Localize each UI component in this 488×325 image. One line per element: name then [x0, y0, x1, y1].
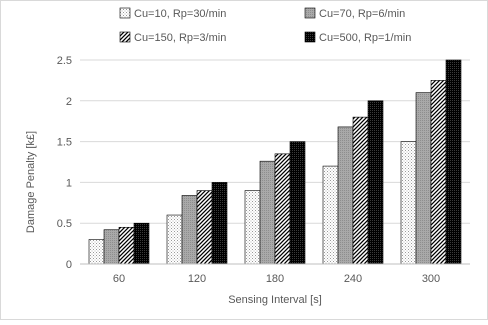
- legend-swatch: [304, 31, 316, 43]
- bar: [211, 182, 228, 265]
- legend-swatch: [119, 7, 131, 19]
- y-tick-label: 1: [66, 177, 72, 189]
- x-tick-label: 180: [266, 273, 284, 285]
- legend-swatch: [119, 31, 131, 43]
- legend-label: Cu=500, Rp=1/min: [319, 32, 411, 44]
- bar: [88, 239, 105, 265]
- x-axis-label: Sensing Interval [s]: [228, 294, 322, 306]
- y-axis-ticks: 0 0.5 1 1.5 2 2.5: [57, 55, 72, 271]
- y-tick-label: 2: [66, 96, 72, 108]
- x-tick-label: 240: [344, 273, 362, 285]
- legend-label: Cu=10, Rp=30/min: [134, 8, 226, 20]
- legend-label: Cu=70, Rp=6/min: [319, 8, 405, 20]
- x-tick-label: 60: [113, 273, 125, 285]
- legend: Cu=10, Rp=30/min Cu=70, Rp=6/min Cu=150, R…: [119, 7, 411, 44]
- bar: [415, 92, 432, 265]
- x-axis-ticks: 60 120 180 240 300: [113, 273, 440, 285]
- bar: [445, 59, 462, 265]
- bar: [259, 160, 276, 265]
- bar: [289, 141, 306, 265]
- y-tick-label: 0: [66, 259, 72, 271]
- legend-swatch: [304, 7, 316, 19]
- bars: [88, 59, 462, 265]
- bar: [196, 190, 213, 265]
- bar: [430, 80, 447, 265]
- legend-label: Cu=150, Rp=3/min: [134, 32, 226, 44]
- x-tick-label: 300: [422, 273, 440, 285]
- bar: [367, 100, 384, 265]
- bar: [337, 126, 354, 265]
- bar: [322, 165, 339, 265]
- bar: [400, 141, 417, 265]
- y-tick-label: 1.5: [57, 137, 72, 149]
- bar: [118, 226, 135, 265]
- bar: [352, 116, 369, 265]
- y-axis-label: Damage Penalty [k£]: [25, 131, 37, 233]
- y-tick-label: 2.5: [57, 55, 72, 67]
- y-tick-label: 0.5: [57, 218, 72, 230]
- bar: [103, 229, 120, 265]
- bar: [244, 190, 261, 265]
- bar: [133, 222, 150, 265]
- bar: [274, 153, 291, 265]
- bar: [181, 195, 198, 265]
- bar: [166, 214, 183, 265]
- x-tick-label: 120: [188, 273, 206, 285]
